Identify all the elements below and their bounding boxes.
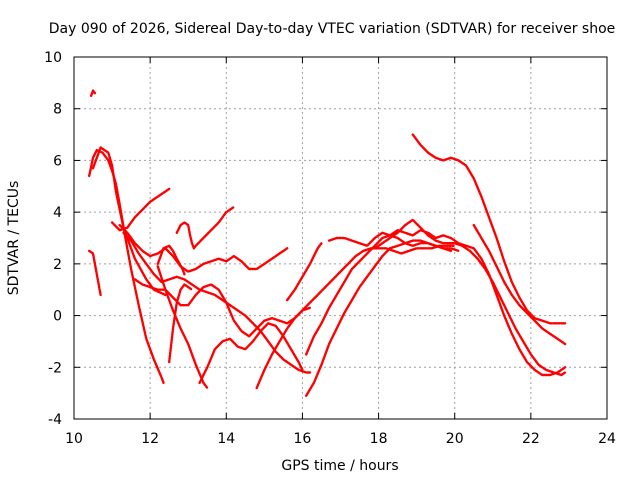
chart-title: Day 090 of 2026, Sidereal Day-to-day VTE… (49, 21, 616, 37)
y-axis-label: SDTVAR / TECUs (6, 181, 22, 296)
series-arc-3 (87, 249, 102, 297)
series-arc-5 (110, 187, 171, 232)
y-tick-label: -4 (48, 412, 62, 428)
y-tick-label: -2 (48, 360, 62, 376)
series-arc-4 (91, 146, 167, 297)
series-arc-14 (255, 244, 456, 390)
x-tick-label: 10 (65, 431, 83, 447)
data-series (87, 89, 567, 397)
x-tick-label: 24 (598, 431, 616, 447)
series-arc-10 (156, 244, 186, 276)
y-tick-label: 6 (53, 153, 62, 169)
x-axis-label: GPS time / hours (281, 458, 398, 474)
x-tick-label: 22 (522, 431, 540, 447)
series-arc-19 (373, 218, 567, 377)
series-arc-9 (156, 265, 209, 390)
x-tick-label: 18 (370, 431, 388, 447)
y-tick-label: 10 (44, 50, 62, 66)
y-tick-label: 4 (53, 205, 62, 221)
y-tick-label: 0 (53, 309, 62, 325)
series-arc-15 (286, 241, 323, 302)
series-arc-13 (198, 322, 304, 384)
x-tick-label: 14 (217, 431, 235, 447)
plot-frame (73, 56, 608, 420)
series-arc-2 (89, 89, 97, 98)
y-tick-label: 2 (53, 257, 62, 273)
series-arc-22 (445, 241, 567, 377)
series-arc-1 (87, 148, 165, 384)
x-tick-label: 12 (141, 431, 159, 447)
x-tick-label: 20 (446, 431, 464, 447)
grid (74, 57, 607, 419)
series-arc-6 (118, 223, 289, 273)
series-arc-7 (122, 231, 312, 374)
series-arc-11 (167, 283, 194, 364)
series-arc-17 (305, 234, 453, 356)
x-tick-label: 16 (294, 431, 312, 447)
series-arc-18 (327, 228, 460, 248)
series-arc-20 (411, 133, 567, 325)
series-arc-12 (175, 205, 236, 250)
series-arc-8 (133, 278, 312, 338)
y-tick-label: 8 (53, 102, 62, 118)
series-arc-21 (472, 223, 567, 346)
